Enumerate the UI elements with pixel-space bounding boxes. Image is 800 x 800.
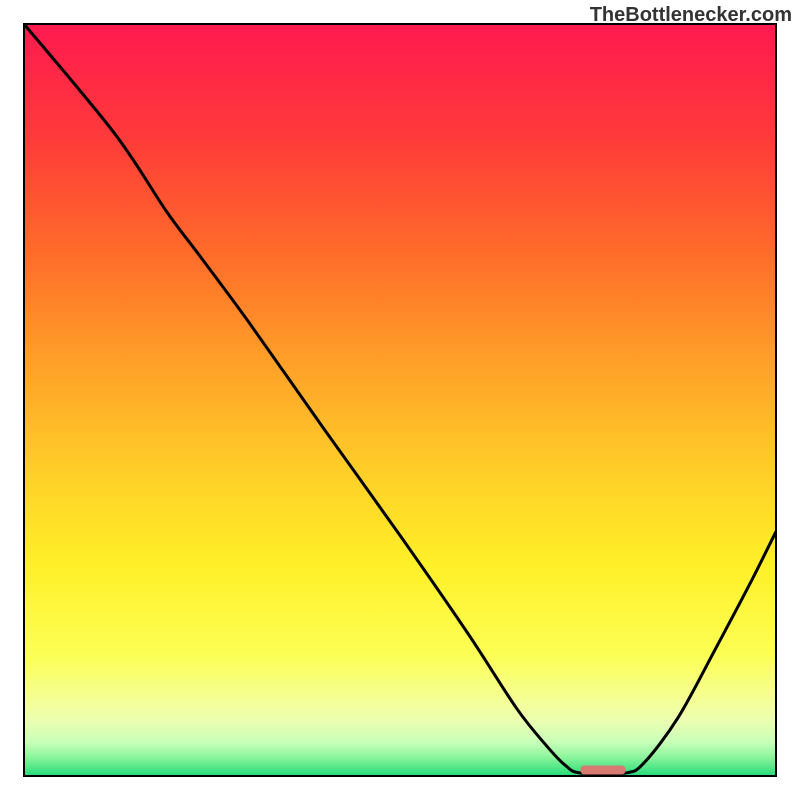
watermark-label: TheBottlenecker.com — [590, 4, 792, 27]
chart-container: TheBottlenecker.com — [0, 0, 800, 800]
chart-background — [24, 24, 776, 776]
optimal-range-marker — [580, 765, 625, 774]
bottleneck-curve-chart — [0, 0, 800, 800]
